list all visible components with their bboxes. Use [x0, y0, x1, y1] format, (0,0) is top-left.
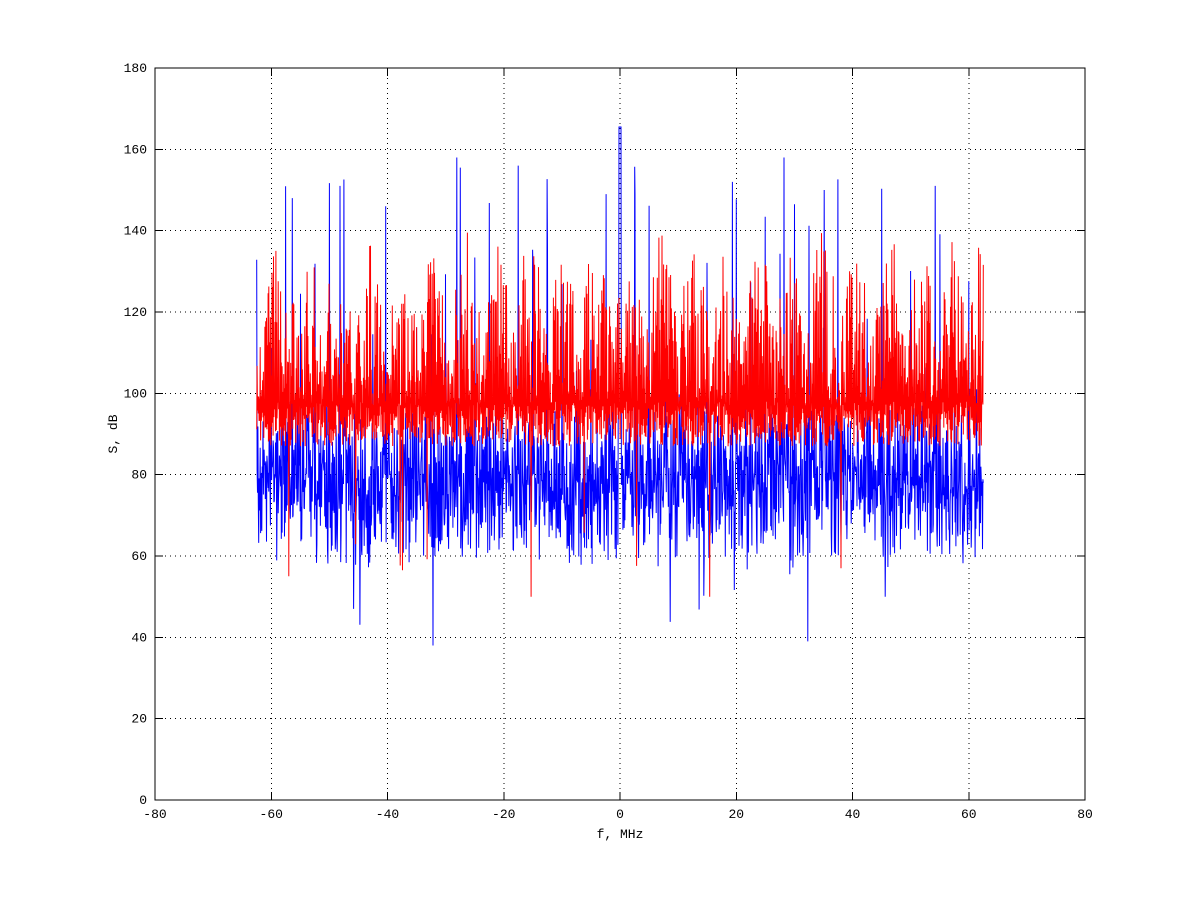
- y-tick-label: 100: [124, 386, 147, 401]
- y-tick-label: 20: [131, 712, 147, 727]
- x-tick-label: 80: [1077, 807, 1093, 822]
- series-blue: [256, 126, 984, 646]
- y-axis-title: S, dB: [106, 414, 121, 453]
- y-tick-label: 0: [139, 793, 147, 808]
- x-axis-title: f, MHz: [597, 827, 644, 842]
- y-tick-label: 160: [124, 142, 147, 157]
- x-tick-label: -40: [376, 807, 399, 822]
- x-tick-label: 40: [845, 807, 861, 822]
- x-tick-label: -80: [143, 807, 166, 822]
- x-tick-label: -60: [260, 807, 283, 822]
- y-tick-label: 180: [124, 61, 147, 76]
- x-tick-label: 60: [961, 807, 977, 822]
- y-tick-label: 80: [131, 468, 147, 483]
- y-tick-label: 120: [124, 305, 147, 320]
- y-tick-label: 140: [124, 224, 147, 239]
- x-tick-label: 0: [616, 807, 624, 822]
- x-tick-label: -20: [492, 807, 515, 822]
- x-tick-label: 20: [728, 807, 744, 822]
- y-tick-label: 40: [131, 630, 147, 645]
- y-tick-label: 60: [131, 549, 147, 564]
- series-red: [256, 232, 984, 597]
